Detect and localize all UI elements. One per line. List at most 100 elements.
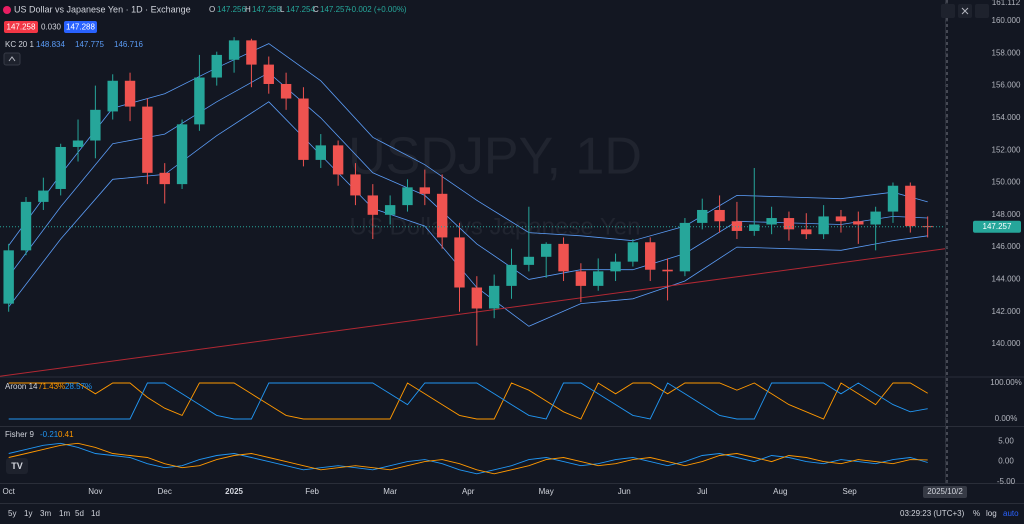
y-tick-label: 144.000 <box>992 275 1021 284</box>
percent-toggle[interactable]: % <box>973 509 980 518</box>
range-button[interactable]: 5y <box>8 509 16 518</box>
tradingview-logo: TV <box>6 458 28 474</box>
y-tick-label: 5.00 <box>998 436 1014 445</box>
candle-body <box>558 243 569 272</box>
candle-body <box>436 193 448 238</box>
ohlc-key: L <box>280 5 285 14</box>
aroon-label[interactable]: Aroon 14 <box>5 382 38 391</box>
sell-button[interactable] <box>4 21 38 33</box>
indicator-value: 146.716 <box>114 40 143 49</box>
clock[interactable]: 03:29:23 (UTC+3) <box>900 509 965 518</box>
y-tick-label: 140.000 <box>992 339 1021 348</box>
ohlc-value: 147.254 <box>286 5 315 14</box>
y-tick-label: 160.000 <box>992 16 1021 25</box>
candle-body <box>38 190 49 202</box>
chart-controls <box>941 4 989 18</box>
range-button[interactable]: 5d <box>75 509 84 518</box>
indicator-line <box>8 382 928 420</box>
control-button[interactable] <box>941 4 955 18</box>
range-button[interactable]: 1m <box>59 509 70 518</box>
candle-body <box>471 287 483 309</box>
candle-body <box>679 222 691 272</box>
fisher-label[interactable]: Fisher 9 <box>5 430 34 439</box>
candle-body <box>142 106 153 173</box>
y-tick-label: 152.000 <box>992 145 1021 154</box>
indicator-value: 148.834 <box>36 40 65 49</box>
watermark: USDJPY, 1D US Dollar vs Japanese Yen <box>348 128 642 241</box>
symbol-title[interactable]: US Dollar vs Japanese Yen · 1D · Exchang… <box>14 4 191 14</box>
spread: 0.030 <box>41 23 62 32</box>
candle-body <box>315 145 326 160</box>
candle-body <box>194 77 205 125</box>
indicator-value: 147.775 <box>75 40 104 49</box>
ohlc-value: 147.258 <box>252 5 281 14</box>
last-price-tag <box>973 220 1021 233</box>
x-tick-label: Feb <box>305 487 319 496</box>
candle-body <box>211 54 222 78</box>
range-button[interactable]: 1y <box>24 509 32 518</box>
candle-body <box>593 271 604 286</box>
x-tick-label: Dec <box>158 487 172 496</box>
candle-body <box>818 216 829 235</box>
indicator-label[interactable]: KC 20 1 <box>5 40 34 49</box>
candle-body <box>298 98 309 160</box>
log-toggle[interactable]: log <box>986 509 997 518</box>
candle-body <box>506 264 517 286</box>
indicator-line <box>8 382 928 420</box>
candle-body <box>749 224 760 231</box>
candle-body <box>176 124 188 185</box>
indicator-line <box>8 442 928 475</box>
candle-body <box>402 187 413 206</box>
x-tick-label: May <box>539 487 554 496</box>
x-tick-label: 2025 <box>225 487 243 496</box>
legend-value: 0.41 <box>58 430 74 439</box>
symbol-icon <box>3 6 11 14</box>
candle-body <box>731 221 743 231</box>
candle-body <box>523 256 535 265</box>
candle-body <box>714 209 725 222</box>
candle-body <box>454 237 465 288</box>
indicator-line <box>8 442 928 475</box>
ohlc-value: 147.256 <box>217 5 246 14</box>
y-tick-label: 154.000 <box>992 113 1021 122</box>
control-button[interactable] <box>975 4 989 18</box>
watermark-symbol: USDJPY, 1D <box>348 128 642 186</box>
candle-body <box>228 40 240 60</box>
buy-button[interactable] <box>64 21 97 33</box>
candle-body <box>488 285 500 309</box>
range-button[interactable]: 3m <box>40 509 51 518</box>
y-tick-label: 146.000 <box>992 242 1021 251</box>
candle-body <box>766 218 777 225</box>
candle-body <box>540 243 552 257</box>
close-icon <box>961 7 969 15</box>
candle-body <box>55 146 66 189</box>
buy-price[interactable]: 147.288 <box>66 23 95 32</box>
candle-body <box>645 242 656 270</box>
candle-body <box>72 140 84 147</box>
candle-body <box>853 221 864 225</box>
header: US Dollar vs Japanese Yen · 1D · Exchang… <box>3 4 407 66</box>
ohlc-value: 147.257 <box>320 5 349 14</box>
candle-body <box>124 80 136 107</box>
candle-body <box>367 195 378 215</box>
collapse-button[interactable] <box>3 52 21 66</box>
logo-mark: TV <box>11 461 23 471</box>
candle-body <box>419 187 431 194</box>
candle-body <box>870 211 881 225</box>
range-button[interactable]: 1d <box>91 509 100 518</box>
y-tick-label: 100.00% <box>990 378 1022 387</box>
candle-body <box>575 271 587 286</box>
candle-body <box>107 80 118 112</box>
candle-body <box>280 83 292 99</box>
x-tick-label: Jul <box>697 487 707 496</box>
auto-toggle[interactable]: auto <box>1003 509 1019 518</box>
candle-body <box>662 269 673 272</box>
candle-body <box>801 229 812 235</box>
x-tick-label: Mar <box>383 487 397 496</box>
candle-body <box>627 242 639 262</box>
candle-body <box>610 261 621 272</box>
y-tick-label: 150.000 <box>992 178 1021 187</box>
sell-price[interactable]: 147.258 <box>7 23 36 32</box>
